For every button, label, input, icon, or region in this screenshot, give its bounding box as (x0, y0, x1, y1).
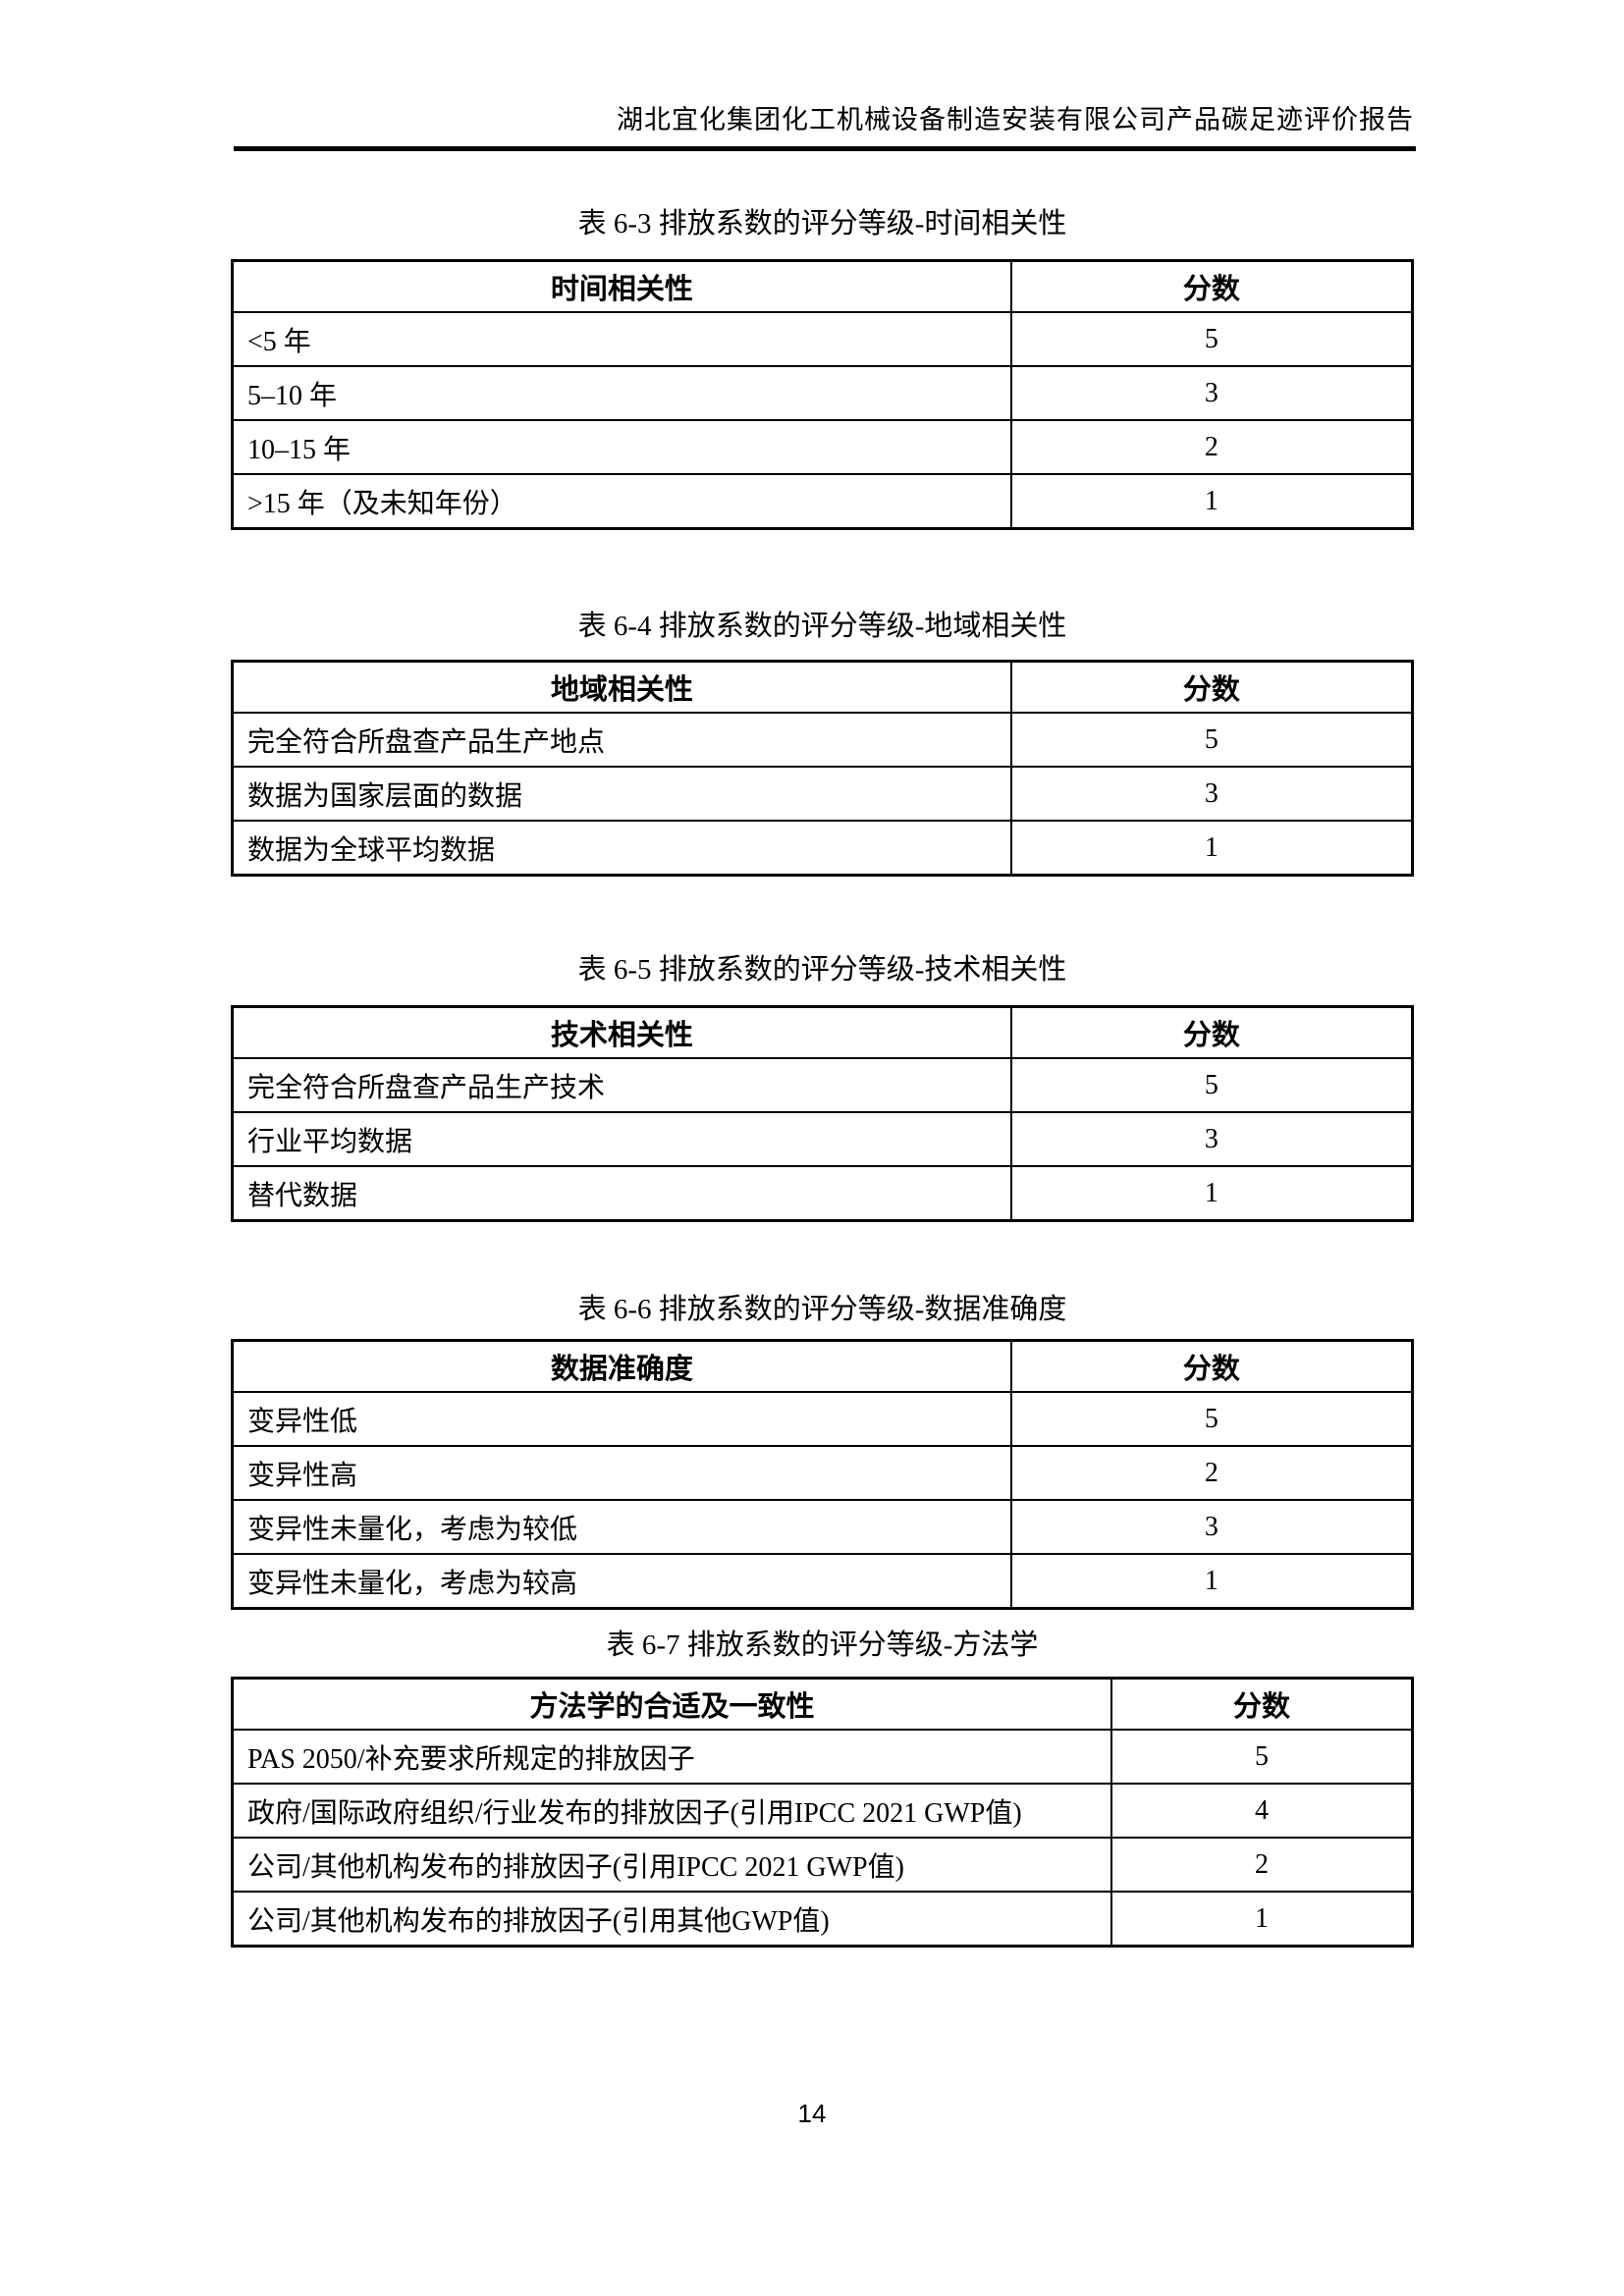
score-cell: 2 (1009, 1445, 1414, 1501)
score-cell: 1 (1009, 1553, 1414, 1610)
score-cell: 1 (1009, 820, 1414, 877)
criteria-cell: 10–15 年 (231, 419, 1012, 475)
table-6-3-caption: 表 6-3 排放系数的评分等级-时间相关性 (577, 208, 1067, 240)
col-header-score: 分数 (1009, 259, 1414, 313)
score-cell: 5 (1009, 712, 1414, 768)
col-header-criteria: 时间相关性 (231, 259, 1012, 313)
table-row: 5–10 年 3 (231, 365, 1414, 421)
table-6-5: 技术相关性 分数 完全符合所盘查产品生产技术 5 行业平均数据 3 替代数据 1 (231, 1005, 1414, 1222)
col-header-criteria: 技术相关性 (231, 1005, 1012, 1059)
table-header-row: 数据准确度 分数 (231, 1339, 1414, 1393)
table-header-row: 方法学的合适及一致性 分数 (231, 1677, 1414, 1731)
table-row: 公司/其他机构发布的排放因子(引用其他GWP值) 1 (231, 1891, 1414, 1948)
col-header-criteria: 地域相关性 (231, 660, 1012, 714)
score-cell: 5 (1110, 1729, 1414, 1785)
criteria-cell: 公司/其他机构发布的排放因子(引用IPCC 2021 GWP值) (231, 1837, 1112, 1893)
table-row: >15 年（及未知年份） 1 (231, 473, 1414, 530)
table-row: 数据为国家层面的数据 3 (231, 766, 1414, 822)
header-rule (234, 146, 1416, 151)
page-number: 14 (797, 2099, 827, 2128)
score-cell: 2 (1009, 419, 1414, 475)
score-cell: 4 (1110, 1783, 1414, 1839)
score-cell: 5 (1009, 1057, 1414, 1113)
col-header-score: 分数 (1009, 1339, 1414, 1393)
criteria-cell: 变异性未量化，考虑为较低 (231, 1499, 1012, 1555)
table-6-5-caption: 表 6-5 排放系数的评分等级-技术相关性 (577, 954, 1067, 986)
table-6-6-caption: 表 6-6 排放系数的评分等级-数据准确度 (577, 1294, 1067, 1325)
score-cell: 3 (1009, 365, 1414, 421)
table-row: 变异性低 5 (231, 1391, 1414, 1447)
criteria-cell: 完全符合所盘查产品生产技术 (231, 1057, 1012, 1113)
score-cell: 3 (1009, 1499, 1414, 1555)
table-row: 替代数据 1 (231, 1165, 1414, 1222)
table-row: 10–15 年 2 (231, 419, 1414, 475)
table-row: 公司/其他机构发布的排放因子(引用IPCC 2021 GWP值) 2 (231, 1837, 1414, 1893)
table-6-6: 数据准确度 分数 变异性低 5 变异性高 2 变异性未量化，考虑为较低 3 变异… (231, 1339, 1414, 1610)
score-cell: 2 (1110, 1837, 1414, 1893)
criteria-cell: 完全符合所盘查产品生产地点 (231, 712, 1012, 768)
criteria-cell: 变异性未量化，考虑为较高 (231, 1553, 1012, 1610)
table-row: 变异性高 2 (231, 1445, 1414, 1501)
col-header-score: 分数 (1110, 1677, 1414, 1731)
table-6-7-caption: 表 6-7 排放系数的评分等级-方法学 (606, 1629, 1039, 1661)
table-header-row: 时间相关性 分数 (231, 259, 1414, 313)
criteria-cell: 数据为国家层面的数据 (231, 766, 1012, 822)
criteria-cell: <5 年 (231, 311, 1012, 367)
table-row: <5 年 5 (231, 311, 1414, 367)
criteria-cell: >15 年（及未知年份） (231, 473, 1012, 530)
col-header-score: 分数 (1009, 660, 1414, 714)
criteria-cell: 替代数据 (231, 1165, 1012, 1222)
criteria-cell: 行业平均数据 (231, 1111, 1012, 1167)
criteria-cell: 政府/国际政府组织/行业发布的排放因子(引用IPCC 2021 GWP值) (231, 1783, 1112, 1839)
score-cell: 1 (1009, 473, 1414, 530)
criteria-cell: 变异性低 (231, 1391, 1012, 1447)
score-cell: 5 (1009, 311, 1414, 367)
score-cell: 1 (1009, 1165, 1414, 1222)
table-6-7: 方法学的合适及一致性 分数 PAS 2050/补充要求所规定的排放因子 5 政府… (231, 1677, 1414, 1948)
table-row: 行业平均数据 3 (231, 1111, 1414, 1167)
report-header: 湖北宜化集团化工机械设备制造安装有限公司产品碳足迹评价报告 (617, 105, 1414, 134)
table-row: 完全符合所盘查产品生产地点 5 (231, 712, 1414, 768)
table-row: 变异性未量化，考虑为较高 1 (231, 1553, 1414, 1610)
table-row: PAS 2050/补充要求所规定的排放因子 5 (231, 1729, 1414, 1785)
table-6-4: 地域相关性 分数 完全符合所盘查产品生产地点 5 数据为国家层面的数据 3 数据… (231, 660, 1414, 877)
criteria-cell: 变异性高 (231, 1445, 1012, 1501)
table-row: 完全符合所盘查产品生产技术 5 (231, 1057, 1414, 1113)
col-header-score: 分数 (1009, 1005, 1414, 1059)
table-6-3: 时间相关性 分数 <5 年 5 5–10 年 3 10–15 年 2 >15 年… (231, 259, 1414, 530)
table-header-row: 地域相关性 分数 (231, 660, 1414, 714)
criteria-cell: PAS 2050/补充要求所规定的排放因子 (231, 1729, 1112, 1785)
table-header-row: 技术相关性 分数 (231, 1005, 1414, 1059)
col-header-criteria: 数据准确度 (231, 1339, 1012, 1393)
criteria-cell: 数据为全球平均数据 (231, 820, 1012, 877)
criteria-cell: 5–10 年 (231, 365, 1012, 421)
score-cell: 1 (1110, 1891, 1414, 1948)
criteria-cell: 公司/其他机构发布的排放因子(引用其他GWP值) (231, 1891, 1112, 1948)
table-6-4-caption: 表 6-4 排放系数的评分等级-地域相关性 (577, 611, 1067, 642)
score-cell: 5 (1009, 1391, 1414, 1447)
score-cell: 3 (1009, 766, 1414, 822)
score-cell: 3 (1009, 1111, 1414, 1167)
table-row: 数据为全球平均数据 1 (231, 820, 1414, 877)
col-header-criteria: 方法学的合适及一致性 (231, 1677, 1112, 1731)
table-row: 变异性未量化，考虑为较低 3 (231, 1499, 1414, 1555)
table-row: 政府/国际政府组织/行业发布的排放因子(引用IPCC 2021 GWP值) 4 (231, 1783, 1414, 1839)
